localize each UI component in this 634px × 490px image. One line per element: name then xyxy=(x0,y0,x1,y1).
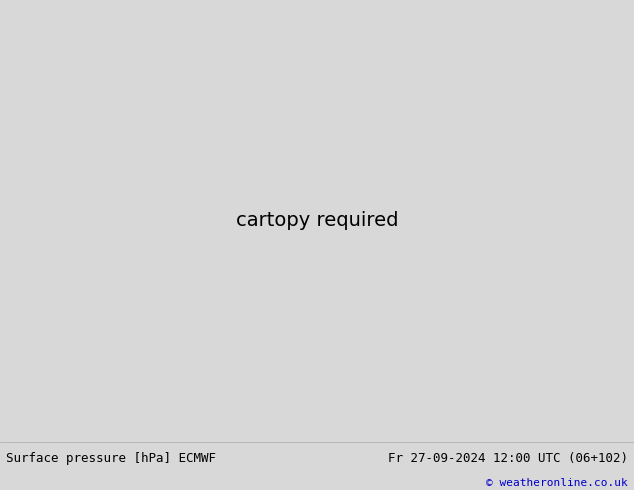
Text: Surface pressure [hPa] ECMWF: Surface pressure [hPa] ECMWF xyxy=(6,452,216,465)
Text: Fr 27-09-2024 12:00 UTC (06+102): Fr 27-09-2024 12:00 UTC (06+102) xyxy=(387,452,628,465)
Text: © weatheronline.co.uk: © weatheronline.co.uk xyxy=(486,478,628,488)
Text: cartopy required: cartopy required xyxy=(236,211,398,230)
